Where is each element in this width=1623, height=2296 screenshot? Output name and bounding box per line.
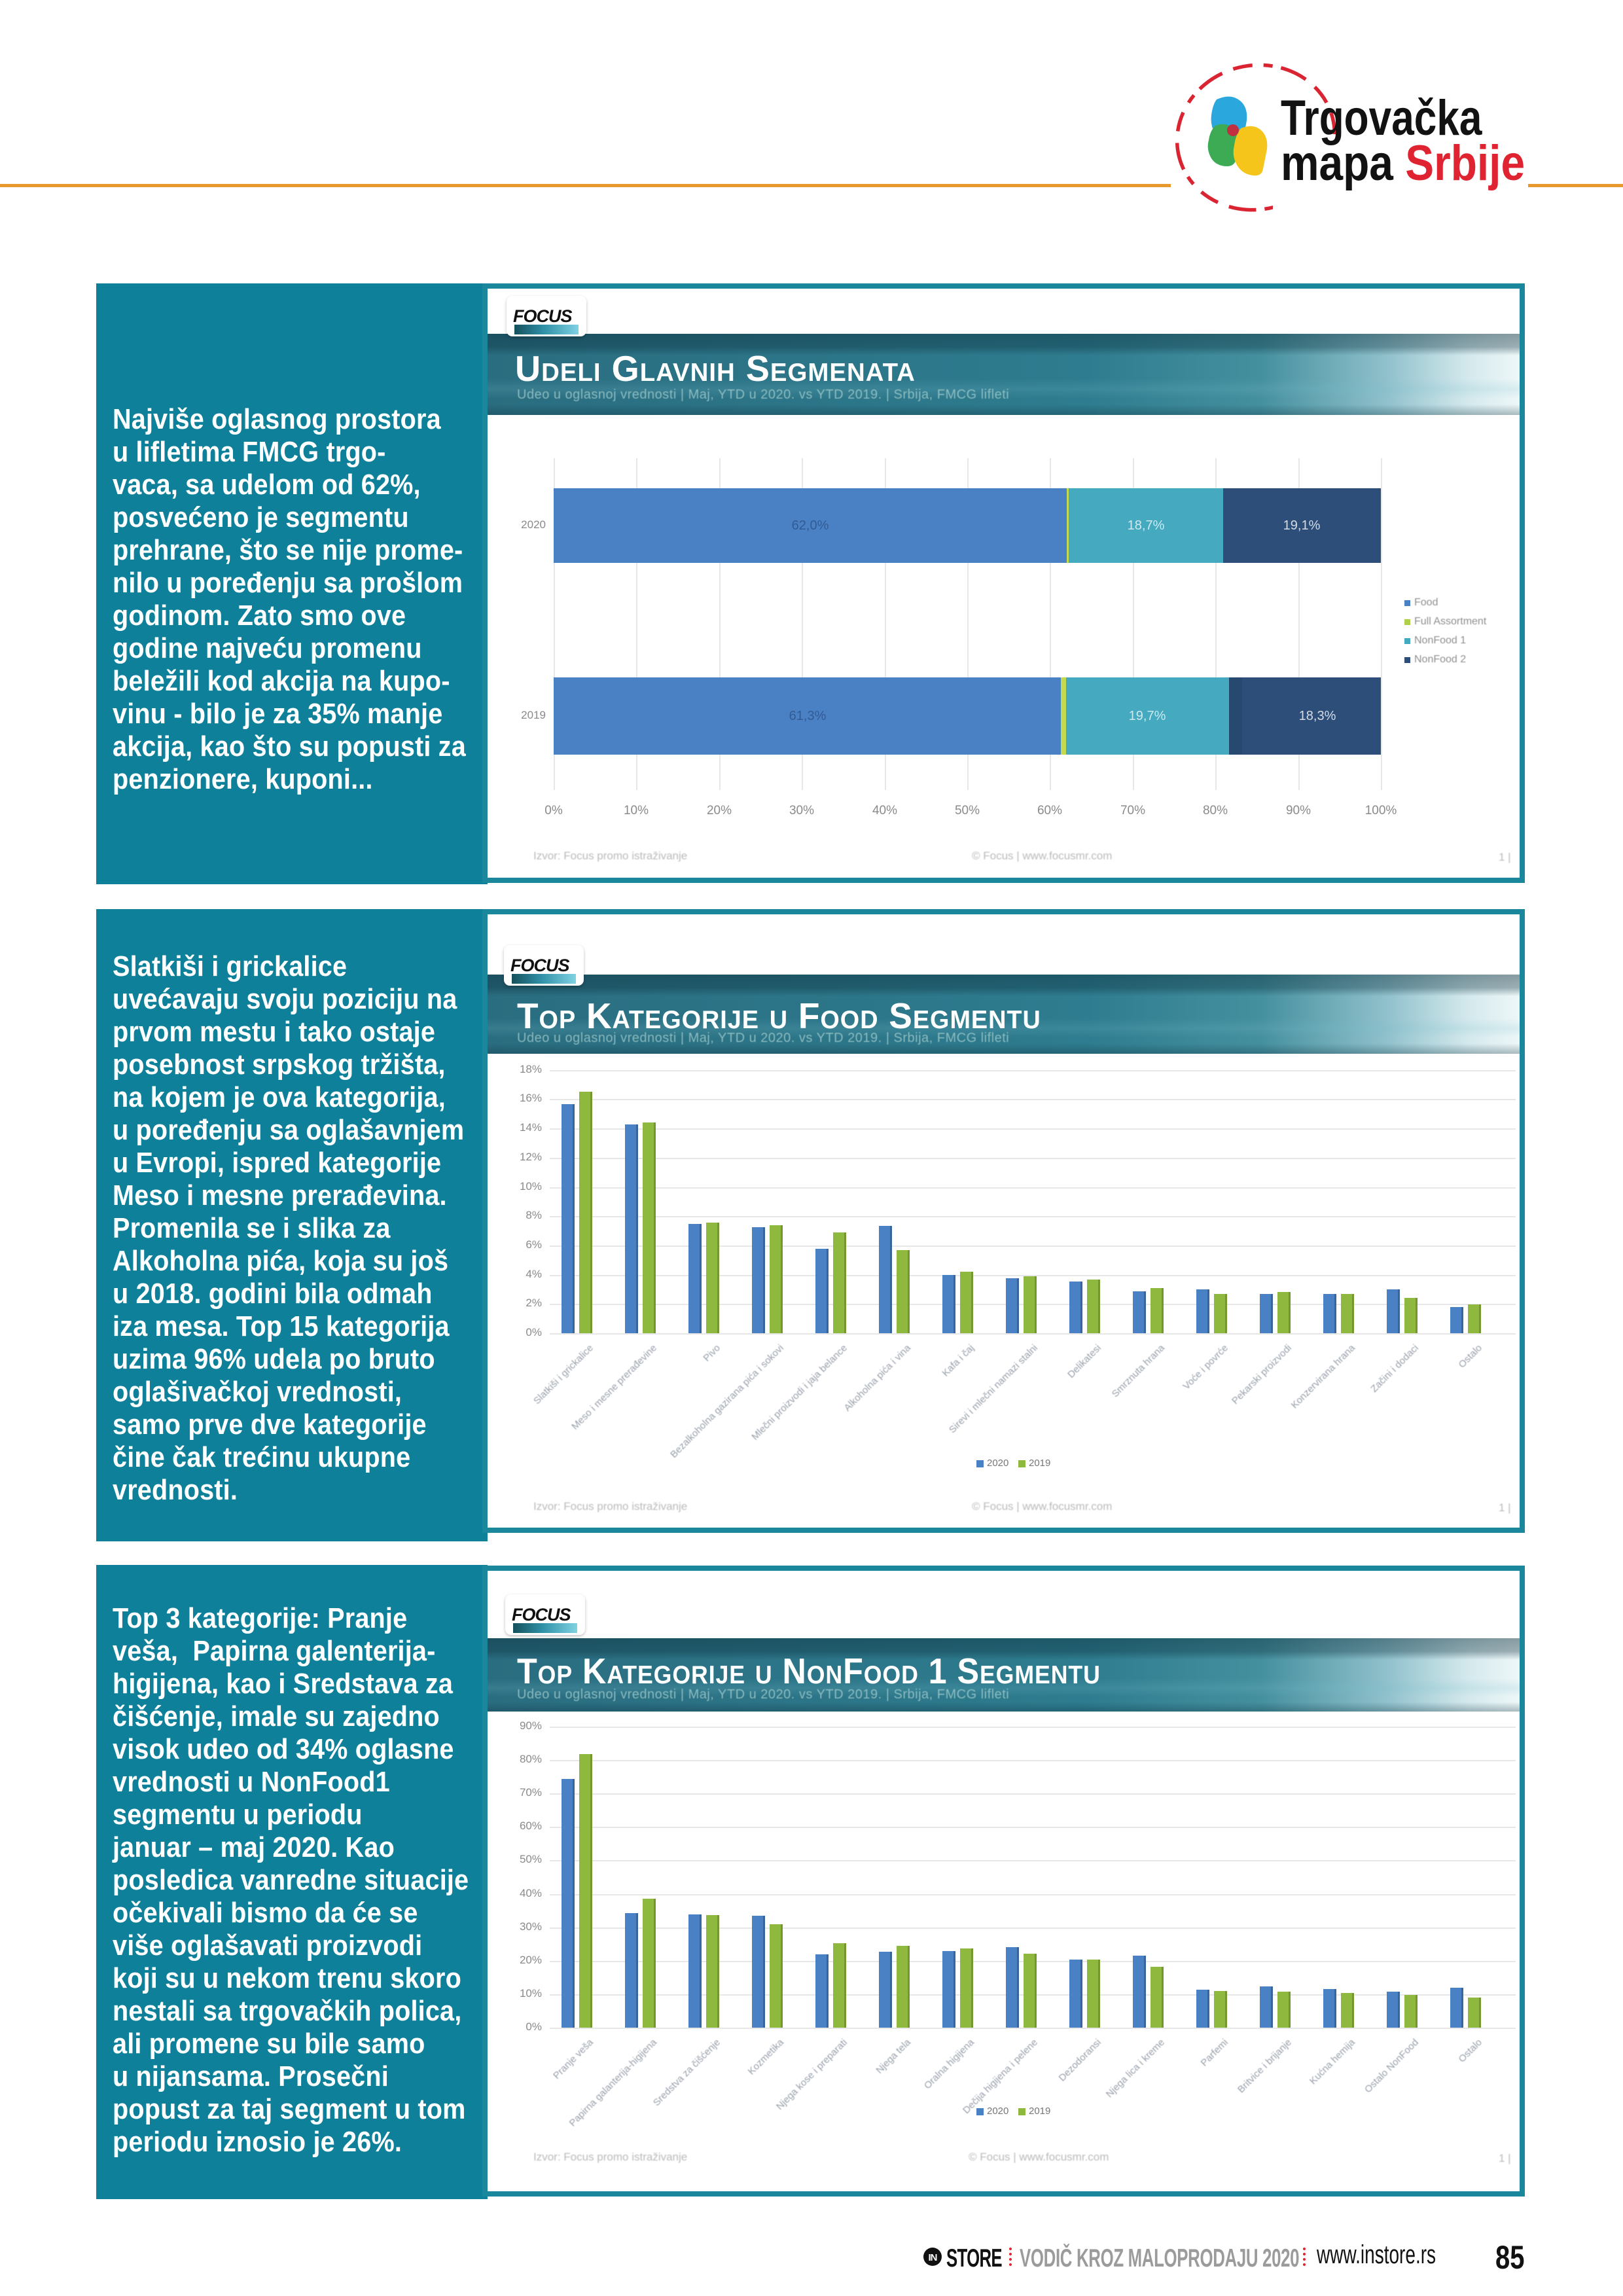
- svg-text:Trgovačka: Trgovačka: [1281, 90, 1483, 145]
- svg-text:mapa Srbije: mapa Srbije: [1281, 136, 1525, 191]
